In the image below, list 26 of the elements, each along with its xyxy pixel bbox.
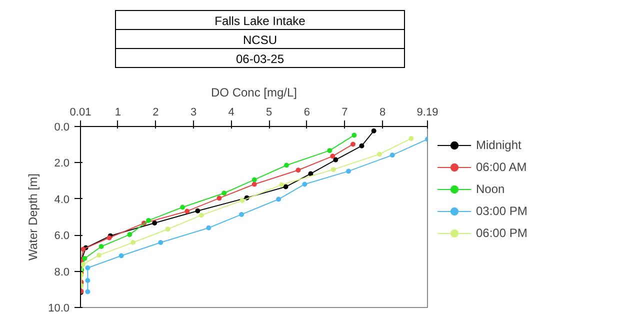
text: 06-03-25: [115, 48, 405, 68]
x-tick-label: 9.19: [416, 106, 438, 118]
y-tick-label: 4.0: [54, 194, 70, 206]
legend-label: Midnight: [476, 138, 522, 152]
x-tick-label: 1: [114, 106, 121, 118]
y-tick-label: 2.0: [54, 158, 70, 170]
y-tick-label: 8.0: [54, 266, 70, 278]
x-tick-label: 7: [342, 106, 348, 118]
legend-label: 03:00 PM: [476, 204, 528, 218]
chart-title: Falls Lake Intake: [115, 10, 405, 30]
y-tick-label: 6.0: [54, 230, 70, 242]
legend-label: 06:00 PM: [476, 226, 528, 240]
x-tick-label: 6: [304, 106, 310, 118]
y-tick-label: 10.0: [48, 302, 70, 314]
x-tick-label: 5: [266, 106, 272, 118]
chart-subtitle: NCSU: [115, 29, 405, 49]
x-tick-label: 8: [379, 106, 386, 118]
y-tick-label: 0.0: [54, 122, 70, 134]
x-tick-label: 0.01: [70, 106, 92, 118]
x-tick-label: 4: [228, 106, 234, 118]
legend-label: Noon: [476, 182, 505, 196]
legend-label: 06:00 AM: [476, 160, 527, 174]
x-axis-title: DO Conc [mg/L]: [210, 86, 298, 100]
x-tick-label: 2: [152, 106, 159, 118]
y-axis-title: Water Depth [m]: [26, 174, 40, 260]
x-tick-label: 3: [190, 106, 197, 118]
